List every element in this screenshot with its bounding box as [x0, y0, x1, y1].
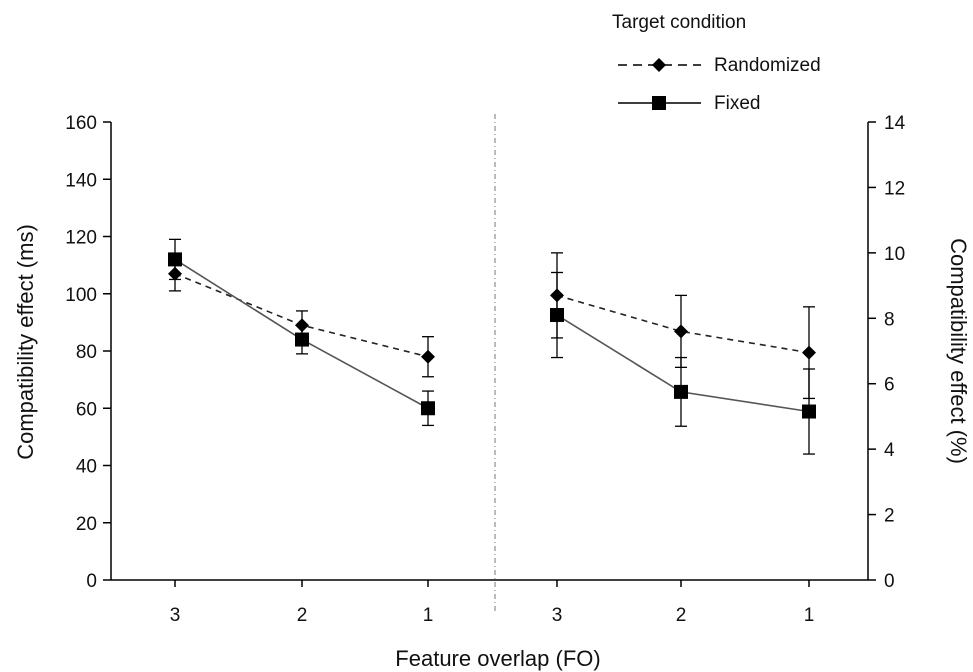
marker-square	[421, 401, 435, 416]
marker-square	[802, 404, 816, 419]
x-tick-label: 1	[423, 605, 434, 626]
right-y-tick-label: 2	[884, 506, 895, 527]
legend-label-randomized: Randomized	[714, 55, 821, 76]
left-y-tick-label: 120	[65, 228, 97, 249]
legend-marker-diamond	[652, 58, 666, 72]
legend	[618, 58, 701, 110]
right-y-tick-label: 14	[884, 113, 906, 134]
legend-title: Target condition	[612, 12, 746, 33]
right-y-axis-title: Compatibility effect (%)	[946, 238, 971, 464]
right-y-tick-label: 0	[884, 571, 895, 592]
left-y-tick-label: 80	[76, 342, 97, 363]
left-y-tick-label: 100	[65, 285, 97, 306]
x-axis-title: Feature overlap (FO)	[395, 646, 600, 671]
right-y-tick-label: 12	[884, 178, 905, 199]
left-y-tick-label: 40	[76, 457, 97, 478]
left-y-tick-label: 0	[86, 571, 97, 592]
right-y-tick-label: 8	[884, 309, 895, 330]
left-y-tick-label: 20	[76, 514, 97, 535]
marker-square	[674, 384, 688, 399]
left-y-tick-label: 160	[65, 113, 97, 134]
marker-diamond	[802, 345, 816, 360]
right-y-tick-label: 4	[884, 440, 895, 461]
legend-marker-square	[652, 96, 666, 110]
marker-square	[550, 308, 564, 323]
x-tick-label: 3	[170, 605, 181, 626]
x-tick-label: 2	[297, 605, 308, 626]
legend-label-fixed: Fixed	[714, 93, 760, 114]
x-tick-label: 2	[676, 605, 687, 626]
marker-diamond	[674, 324, 688, 339]
marker-square	[168, 252, 182, 267]
x-tick-label: 3	[552, 605, 563, 626]
data-series	[168, 238, 816, 455]
left-y-tick-label: 140	[65, 170, 97, 191]
x-tick-label: 1	[804, 605, 815, 626]
marker-square	[295, 332, 309, 347]
series-line-randomized	[556, 294, 810, 354]
left-y-tick-label: 60	[76, 399, 97, 420]
marker-diamond	[421, 349, 435, 364]
right-y-tick-label: 6	[884, 375, 895, 396]
right-y-tick-label: 10	[884, 244, 905, 265]
left-y-axis-title: Compatibility effect (ms)	[13, 224, 38, 460]
